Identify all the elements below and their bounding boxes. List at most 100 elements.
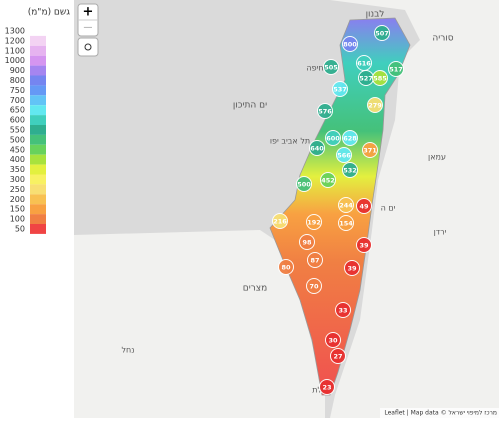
legend-label: 200 <box>10 195 25 204</box>
station-marker <box>374 25 390 41</box>
legend-label: 500 <box>10 135 25 144</box>
station-value[interactable]: 80 <box>281 264 291 272</box>
station-value[interactable]: 600 <box>326 135 340 143</box>
station-value[interactable]: 452 <box>321 177 335 185</box>
station-marker <box>335 302 351 318</box>
station-value[interactable]: 640 <box>310 145 324 153</box>
legend-label: 250 <box>10 185 25 194</box>
legend-label: 1200 <box>5 36 25 45</box>
legend-label: 1000 <box>5 56 25 65</box>
station-marker <box>319 379 335 395</box>
legend-swatch <box>30 26 46 36</box>
place-label: ים ה <box>381 204 396 213</box>
station-value[interactable]: 87 <box>310 257 319 265</box>
legend-label: 900 <box>10 66 25 75</box>
station-marker <box>325 130 341 146</box>
legend-swatch <box>30 154 46 165</box>
zoom-out[interactable]: − <box>83 21 94 36</box>
legend-title: גשם (מ"מ) <box>28 8 71 18</box>
legend-swatch <box>30 95 46 106</box>
station-value[interactable]: 98 <box>302 239 312 247</box>
place-label: לבנון <box>366 10 385 20</box>
station-marker <box>330 348 346 364</box>
station-value[interactable]: 244 <box>339 202 353 210</box>
station-marker <box>296 176 312 192</box>
legend-label: 600 <box>10 116 25 125</box>
station-marker <box>299 234 315 250</box>
stations: 507 800 505 616 517 527 585 537 279 576 600 628 640 3… <box>272 25 404 395</box>
station-value[interactable]: 576 <box>318 108 332 116</box>
station-value[interactable]: 537 <box>333 86 347 94</box>
station-value[interactable]: 39 <box>359 242 369 250</box>
station-value[interactable]: 628 <box>343 135 357 143</box>
station-value[interactable]: 505 <box>324 64 338 72</box>
station-value[interactable]: 279 <box>368 102 382 110</box>
station-value[interactable]: 154 <box>339 220 353 228</box>
station-marker <box>323 59 339 75</box>
places: לבנון סוריה חיפה ים התיכון תל אביב יפו עמאן ים… <box>122 10 454 395</box>
station-value[interactable]: 527 <box>359 75 373 83</box>
station-marker <box>338 215 354 231</box>
station-value[interactable]: 616 <box>357 60 371 68</box>
legend-swatch <box>30 134 46 145</box>
station-value[interactable]: 70 <box>309 283 319 291</box>
station-value[interactable]: 39 <box>347 265 357 273</box>
station-value[interactable]: 585 <box>373 75 387 83</box>
station-marker <box>342 130 358 146</box>
place-label: תל אביב יפו <box>270 137 310 146</box>
station-marker <box>325 332 341 348</box>
legend-label: 350 <box>10 165 25 174</box>
station-marker <box>306 278 322 294</box>
legend-label: 50 <box>15 224 25 233</box>
station-marker <box>356 198 372 214</box>
legend-swatch <box>30 125 46 135</box>
station-value[interactable]: 507 <box>375 30 389 38</box>
station-marker <box>338 197 354 213</box>
station-marker <box>317 103 333 119</box>
station-value[interactable]: 27 <box>333 353 342 361</box>
station-marker <box>344 260 360 276</box>
legend-label: 300 <box>10 175 25 184</box>
station-marker <box>367 97 383 113</box>
station-value[interactable]: 532 <box>343 167 357 175</box>
station-value[interactable]: 371 <box>363 147 377 155</box>
station-marker <box>332 81 348 97</box>
locate-button[interactable] <box>77 37 99 57</box>
legend-swatch <box>30 194 46 205</box>
legend-swatch <box>30 164 46 175</box>
legend-swatch <box>30 65 46 76</box>
zoom-in[interactable]: + <box>83 5 94 20</box>
legend-swatch <box>30 85 46 96</box>
legend-swatch <box>30 214 46 224</box>
legend-swatch <box>30 105 46 116</box>
station-value[interactable]: 30 <box>328 337 338 345</box>
legend-swatch <box>30 75 46 86</box>
station-value[interactable]: 23 <box>322 384 331 392</box>
legend-swatch <box>30 115 46 125</box>
attribution-bg <box>380 408 499 418</box>
station-marker <box>362 142 378 158</box>
legend-label: 1300 <box>5 26 25 35</box>
legend-label: 1100 <box>5 46 25 55</box>
station-value[interactable]: 192 <box>307 219 321 227</box>
station-marker <box>336 147 352 163</box>
legend-swatch <box>30 224 46 234</box>
station-value[interactable]: 33 <box>338 307 347 315</box>
station-value[interactable]: 517 <box>389 66 403 74</box>
legend-label: 800 <box>10 76 25 85</box>
station-value[interactable]: 216 <box>273 218 287 226</box>
station-marker <box>342 36 358 52</box>
station-marker <box>356 237 372 253</box>
place-label: ים התיכון <box>233 101 267 111</box>
station-value[interactable]: 800 <box>343 41 357 49</box>
land-south <box>74 230 325 418</box>
station-marker <box>307 252 323 268</box>
legend-label: 450 <box>10 145 25 154</box>
station-marker <box>278 259 294 275</box>
station-value[interactable]: 49 <box>359 203 369 211</box>
legend-swatch <box>30 45 46 56</box>
station-value[interactable]: 566 <box>337 152 351 160</box>
legend: 1300120011001000900800750700650600550500… <box>5 26 46 234</box>
station-value[interactable]: 500 <box>297 181 311 189</box>
legend-swatch <box>30 55 46 66</box>
